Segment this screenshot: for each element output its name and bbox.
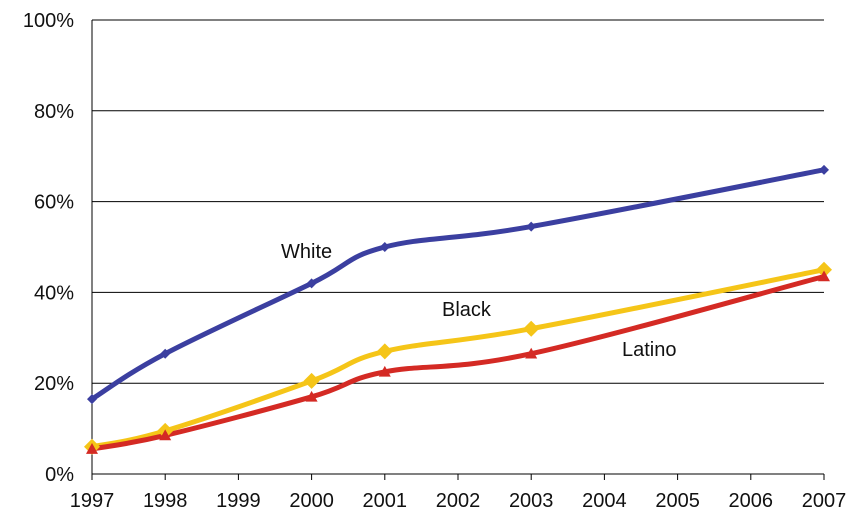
x-tick-label: 2000 [289,490,334,512]
x-tick-label: 2002 [436,490,481,512]
x-tick-label: 2007 [802,490,847,512]
axes [91,20,825,480]
marker-white [87,394,97,405]
series-label-white: White [281,241,332,263]
gridlines [92,19,824,384]
marker-white [379,242,390,252]
x-tick-label: 2005 [655,490,700,512]
x-tick-label: 2006 [729,490,774,512]
marker-black [303,372,320,389]
series-label-black: Black [442,299,492,321]
x-tick-label: 2003 [509,490,554,512]
x-tick-label: 2001 [363,490,408,512]
marker-white [819,164,829,175]
marker-latino [305,390,318,402]
x-tick-label: 1997 [70,490,115,512]
x-axis-ticks: 1997 1998 1999 2000 2001 2002 2003 2004 2005 2006… [70,490,847,512]
series-markers [84,164,832,455]
y-tick-label: 100% [23,10,74,32]
marker-white [306,278,317,289]
y-tick-label: 80% [34,101,74,123]
x-tick-label: 1998 [143,490,188,512]
marker-black [376,343,393,360]
marker-latino [378,365,391,377]
marker-latino [525,347,538,359]
line-black [89,267,827,450]
series-labels: White Black Latino [281,241,677,361]
marker-latino [159,429,172,441]
marker-white [526,221,537,232]
y-tick-label: 0% [45,464,74,486]
x-tick-label: 1999 [216,490,261,512]
marker-black [523,320,540,337]
y-tick-label: 60% [34,192,74,214]
marker-latino [818,270,830,282]
marker-latino [86,443,98,454]
marker-white [160,348,171,359]
x-tick-label: 2004 [582,490,627,512]
y-tick-label: 20% [34,373,74,395]
y-axis-ticks: 0% 20% 40% 60% 80% 100% [23,10,74,486]
marker-black [816,261,832,278]
series-label-latino: Latino [622,339,677,361]
y-tick-label: 40% [34,282,74,304]
